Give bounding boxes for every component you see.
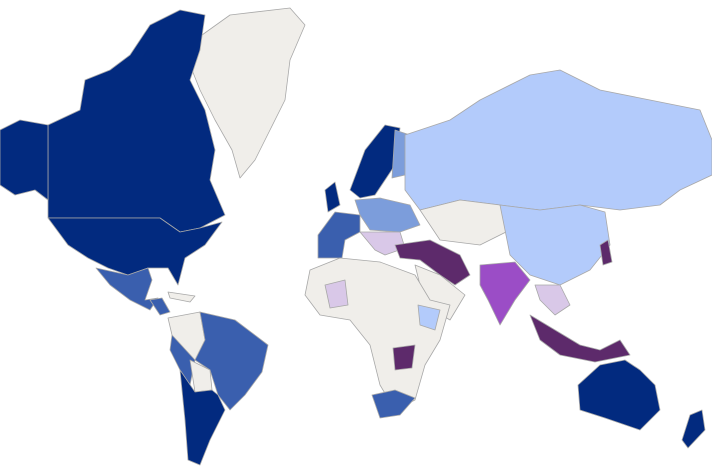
turkey-iran (394, 239, 471, 286)
central-america (149, 297, 171, 316)
south-africa (371, 389, 416, 419)
argentina-chile (179, 369, 226, 466)
brazil (194, 311, 269, 411)
indonesia (529, 314, 631, 363)
united-states (47, 217, 223, 286)
korea-japan (599, 239, 613, 266)
caribbean (167, 291, 196, 303)
india (479, 261, 531, 326)
uk (324, 181, 341, 213)
china (499, 204, 611, 286)
mexico (95, 267, 159, 311)
central-europe (354, 197, 421, 233)
italy-balkans (359, 231, 406, 256)
greenland (187, 7, 306, 179)
west-africa (324, 279, 349, 309)
alaska (0, 119, 49, 201)
southeast-asia (534, 284, 571, 316)
new-zealand (681, 409, 706, 449)
zambia (392, 344, 416, 371)
australia (577, 359, 661, 431)
ethiopia (417, 304, 441, 331)
france-spain (317, 211, 361, 259)
